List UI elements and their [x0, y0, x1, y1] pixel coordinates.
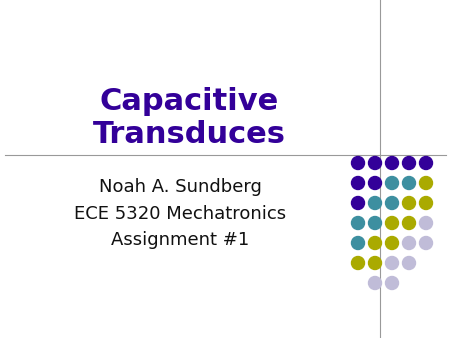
Circle shape — [402, 217, 415, 230]
Circle shape — [369, 217, 382, 230]
Circle shape — [351, 196, 364, 210]
Circle shape — [386, 257, 399, 269]
Circle shape — [369, 237, 382, 249]
Circle shape — [419, 237, 432, 249]
Circle shape — [351, 257, 364, 269]
Circle shape — [419, 196, 432, 210]
Text: Capacitive
Transduces: Capacitive Transduces — [93, 87, 285, 149]
Circle shape — [351, 176, 364, 190]
Circle shape — [369, 176, 382, 190]
Circle shape — [402, 176, 415, 190]
Circle shape — [386, 217, 399, 230]
Circle shape — [351, 237, 364, 249]
Text: Noah A. Sundberg
ECE 5320 Mechatronics
Assignment #1: Noah A. Sundberg ECE 5320 Mechatronics A… — [74, 178, 286, 249]
Circle shape — [369, 276, 382, 290]
Circle shape — [351, 156, 364, 169]
Circle shape — [402, 237, 415, 249]
Circle shape — [402, 156, 415, 169]
Circle shape — [369, 156, 382, 169]
Circle shape — [369, 257, 382, 269]
Circle shape — [402, 257, 415, 269]
Circle shape — [419, 176, 432, 190]
Circle shape — [386, 196, 399, 210]
Circle shape — [386, 276, 399, 290]
Circle shape — [402, 196, 415, 210]
Circle shape — [419, 156, 432, 169]
Circle shape — [351, 217, 364, 230]
Circle shape — [419, 217, 432, 230]
Circle shape — [386, 237, 399, 249]
Circle shape — [386, 176, 399, 190]
Circle shape — [386, 156, 399, 169]
Circle shape — [369, 196, 382, 210]
